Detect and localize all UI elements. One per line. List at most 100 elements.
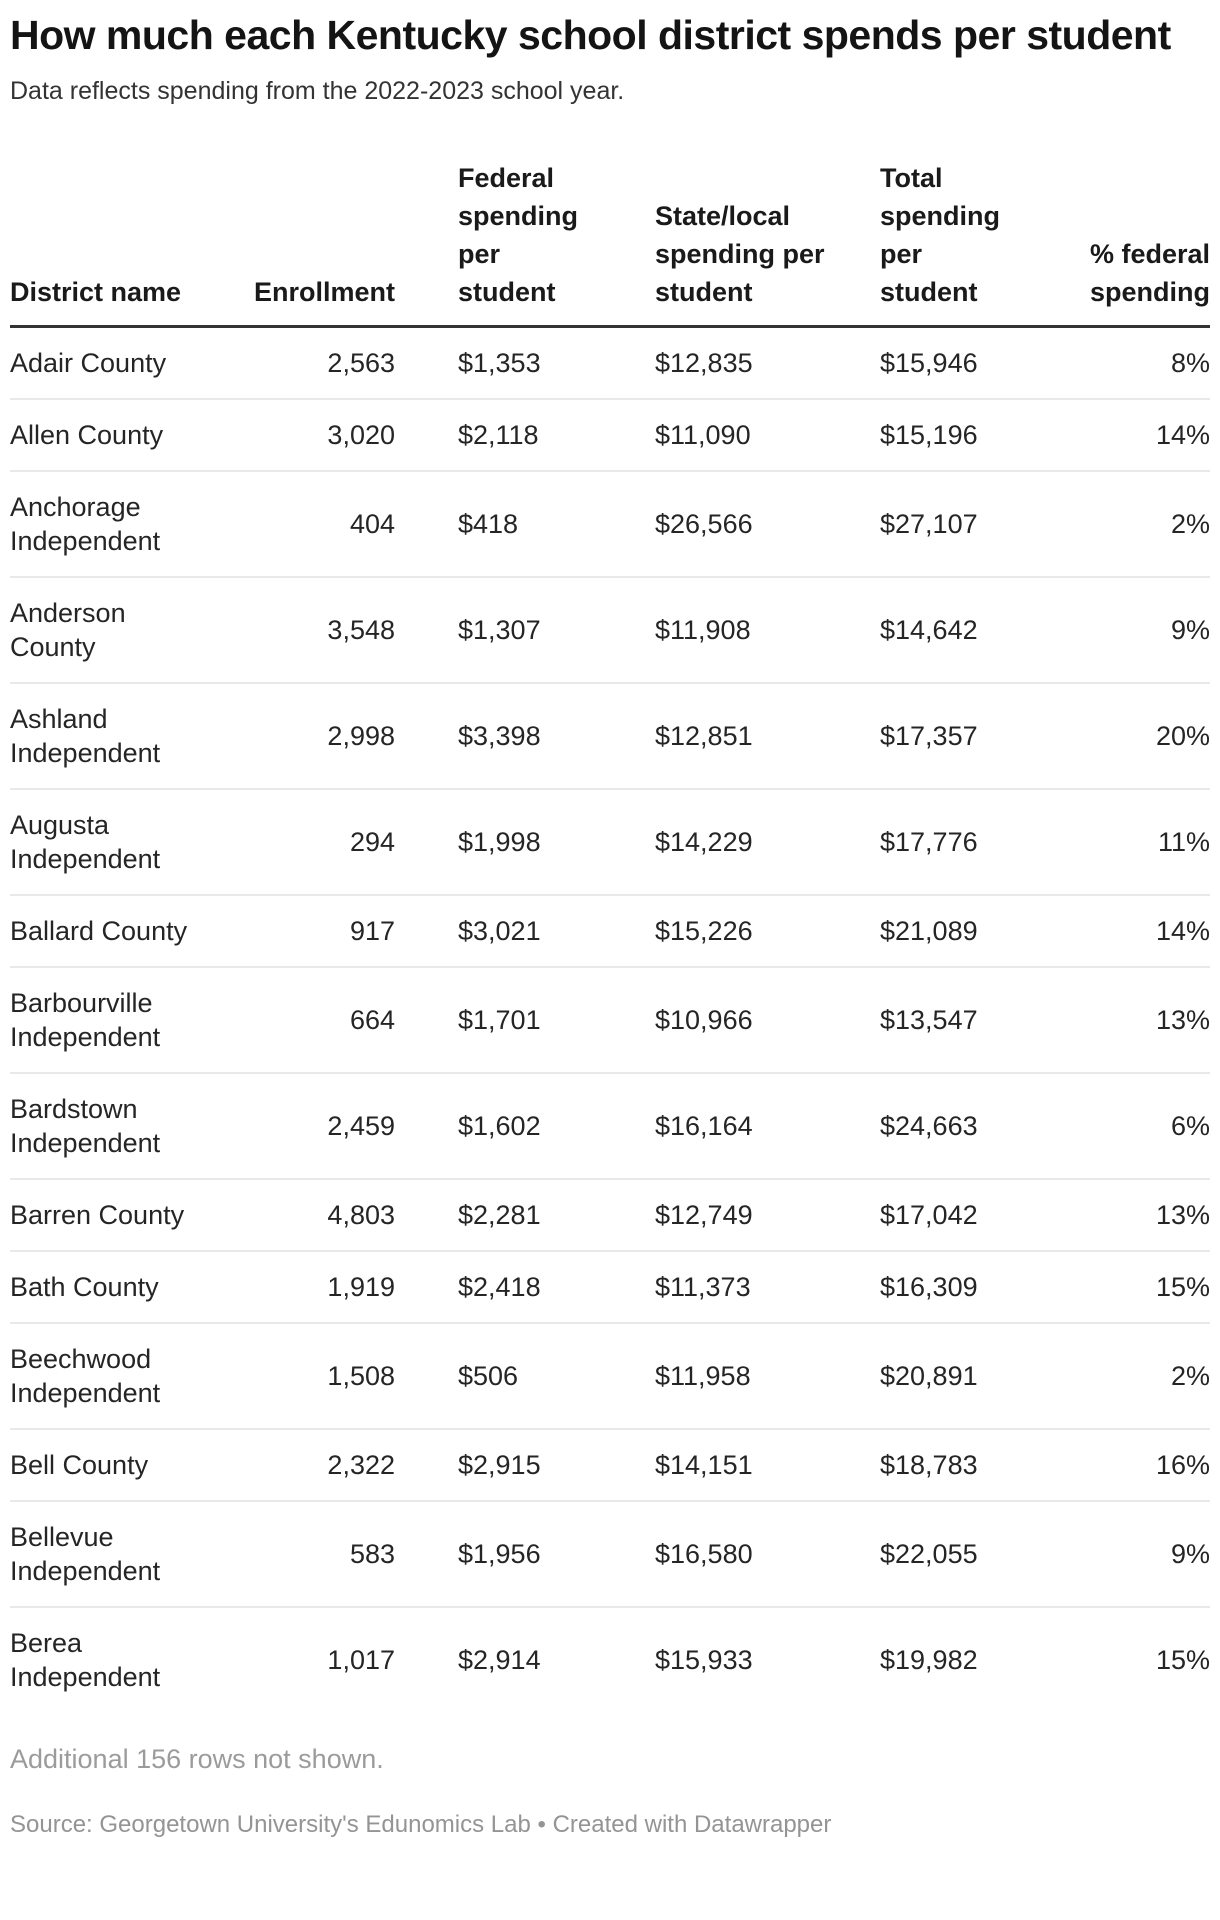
state-local-spending-cell: $11,373: [600, 1251, 825, 1323]
cell-value: Allen County: [10, 419, 164, 450]
district-name-cell: Bell County: [10, 1429, 190, 1501]
pct-federal-spending-cell: 14%: [1050, 895, 1210, 967]
table-row: Ashland Independent 2,998 $3,398 $12,851…: [10, 683, 1210, 789]
district-name-cell: Bath County: [10, 1251, 190, 1323]
cell-value: Ashland Independent: [10, 703, 161, 768]
state-local-spending-cell: $11,958: [600, 1323, 825, 1429]
enrollment-cell: 2,563: [190, 326, 395, 399]
cell-value: $11,090: [655, 419, 751, 450]
cell-value: 1,919: [327, 1271, 395, 1302]
cell-value: $15,226: [655, 915, 753, 946]
total-spending-cell: $16,309: [825, 1251, 1050, 1323]
table-row: Adair County 2,563 $1,353 $12,835 $15,94…: [10, 326, 1210, 399]
total-spending-cell: $15,946: [825, 326, 1050, 399]
pct-federal-spending-cell: 15%: [1050, 1251, 1210, 1323]
cell-value: $16,164: [655, 1110, 753, 1141]
enrollment-cell: 404: [190, 471, 395, 577]
table-row: Bell County 2,322 $2,915 $14,151 $18,783…: [10, 1429, 1210, 1501]
district-name-cell: Allen County: [10, 399, 190, 471]
enrollment-cell: 1,508: [190, 1323, 395, 1429]
cell-value: 9%: [1170, 1538, 1210, 1569]
total-spending-cell: $24,663: [825, 1073, 1050, 1179]
table-row: Bardstown Independent 2,459 $1,602 $16,1…: [10, 1073, 1210, 1179]
cell-value: 294: [349, 826, 395, 857]
cell-value: $15,946: [880, 347, 978, 378]
pct-federal-spending-cell: 13%: [1050, 1179, 1210, 1251]
state-local-spending-cell: $15,933: [600, 1607, 825, 1712]
cell-value: 3,020: [327, 419, 395, 450]
cell-value: $2,915: [458, 1449, 541, 1480]
district-name-cell: Bardstown Independent: [10, 1073, 190, 1179]
cell-value: Adair County: [10, 347, 167, 378]
cell-value: Anchorage Independent: [10, 491, 161, 556]
cell-value: $11,908: [655, 614, 751, 645]
total-spending-cell: $21,089: [825, 895, 1050, 967]
cell-value: Bath County: [10, 1271, 159, 1302]
cell-value: $2,281: [458, 1199, 541, 1230]
total-spending-cell: $27,107: [825, 471, 1050, 577]
federal-spending-cell: $506: [395, 1323, 600, 1429]
cell-value: $24,663: [880, 1110, 978, 1141]
cell-value: 1,508: [327, 1360, 395, 1391]
federal-spending-cell: $3,398: [395, 683, 600, 789]
cell-value: $15,933: [655, 1644, 753, 1675]
col-header-state-local-spending: State/local spending per student: [600, 158, 825, 328]
cell-value: $15,196: [880, 419, 978, 450]
pct-federal-spending-cell: 2%: [1050, 471, 1210, 577]
pct-federal-spending-cell: 20%: [1050, 683, 1210, 789]
total-spending-cell: $17,042: [825, 1179, 1050, 1251]
district-name-cell: Beechwood Independent: [10, 1323, 190, 1429]
cell-value: $16,580: [655, 1538, 753, 1569]
cell-value: 9%: [1170, 614, 1210, 645]
pct-federal-spending-cell: 6%: [1050, 1073, 1210, 1179]
table-visualization: How much each Kentucky school district s…: [10, 12, 1210, 1838]
cell-value: $1,701: [458, 1004, 541, 1035]
cell-value: 404: [349, 508, 395, 539]
federal-spending-cell: $2,914: [395, 1607, 600, 1712]
table-row: Allen County 3,020 $2,118 $11,090 $15,19…: [10, 399, 1210, 471]
col-header-label: District name: [10, 276, 182, 307]
total-spending-cell: $22,055: [825, 1501, 1050, 1607]
source-attribution: Source: Georgetown University's Edunomic…: [10, 1810, 832, 1838]
federal-spending-cell: $1,956: [395, 1501, 600, 1607]
col-header-federal-spending: Federal spending per student: [395, 158, 600, 328]
table-row: Ballard County 917 $3,021 $15,226 $21,08…: [10, 895, 1210, 967]
cell-value: $12,835: [655, 347, 753, 378]
cell-value: $506: [458, 1360, 519, 1391]
page-title: How much each Kentucky school district s…: [10, 12, 1171, 58]
col-header-label: Total spending per student: [880, 162, 1000, 307]
district-name-cell: Anchorage Independent: [10, 471, 190, 577]
enrollment-cell: 664: [190, 967, 395, 1073]
federal-spending-cell: $418: [395, 471, 600, 577]
state-local-spending-cell: $26,566: [600, 471, 825, 577]
enrollment-cell: 583: [190, 1501, 395, 1607]
enrollment-cell: 2,998: [190, 683, 395, 789]
cell-value: $2,914: [458, 1644, 541, 1675]
cell-value: $14,151: [655, 1449, 753, 1480]
table-row: Berea Independent 1,017 $2,914 $15,933 $…: [10, 1607, 1210, 1712]
federal-spending-cell: $2,281: [395, 1179, 600, 1251]
enrollment-cell: 3,020: [190, 399, 395, 471]
state-local-spending-cell: $16,164: [600, 1073, 825, 1179]
pct-federal-spending-cell: 9%: [1050, 1501, 1210, 1607]
federal-spending-cell: $1,307: [395, 577, 600, 683]
cell-value: 2,459: [327, 1110, 395, 1141]
table-body: Adair County 2,563 $1,353 $12,835 $15,94…: [10, 326, 1210, 1712]
state-local-spending-cell: $11,090: [600, 399, 825, 471]
total-spending-cell: $17,357: [825, 683, 1050, 789]
federal-spending-cell: $1,602: [395, 1073, 600, 1179]
cell-value: 1,017: [327, 1644, 395, 1675]
cell-value: 583: [349, 1538, 395, 1569]
cell-value: $1,602: [458, 1110, 541, 1141]
enrollment-cell: 1,919: [190, 1251, 395, 1323]
table-row: Bellevue Independent 583 $1,956 $16,580 …: [10, 1501, 1210, 1607]
col-header-district-name: District name: [10, 158, 190, 328]
cell-value: $14,642: [880, 614, 978, 645]
pct-federal-spending-cell: 15%: [1050, 1607, 1210, 1712]
cell-value: $19,982: [880, 1644, 978, 1675]
cell-value: $17,357: [880, 720, 978, 751]
cell-value: $2,118: [458, 419, 539, 450]
cell-value: $27,107: [880, 508, 978, 539]
total-spending-cell: $19,982: [825, 1607, 1050, 1712]
cell-value: 15%: [1155, 1271, 1210, 1302]
